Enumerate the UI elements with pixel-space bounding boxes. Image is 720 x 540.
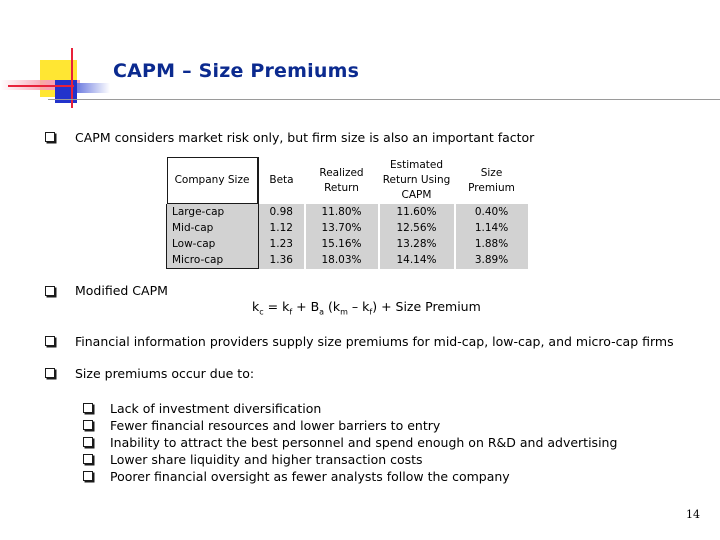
bullet-text-2: Modified CAPM: [75, 283, 168, 298]
cell-size-premium: 1.88%: [454, 236, 530, 252]
decor-red-vertical-line: [71, 48, 73, 108]
sub-bullet-icon: [83, 437, 93, 447]
cell-realized-return: 13.70%: [304, 220, 380, 236]
sub-bullet-icon: [83, 420, 93, 430]
cell-size-premium: 1.14%: [454, 220, 530, 236]
decor-red-horizontal-line: [8, 85, 74, 87]
sub-bullet-icon: [83, 471, 93, 481]
page-number: 14: [686, 508, 700, 521]
modified-capm-formula: kc = kf + Ba (km – kf) + Size Premium: [252, 299, 481, 317]
bullet-icon: [45, 336, 55, 346]
slide-title: CAPM – Size Premiums: [113, 60, 360, 82]
decor-blue-gradient-bar: [77, 83, 110, 93]
cell-company-size: Mid-cap: [166, 220, 259, 236]
bullet-text-3: Financial information providers supply s…: [75, 334, 674, 349]
size-premium-table: Company Size Beta Realized Return Estima…: [166, 157, 530, 269]
bullet-icon: [45, 132, 55, 142]
cell-beta: 0.98: [258, 204, 306, 220]
sub-bullet-text-3: Inability to attract the best personnel …: [110, 435, 618, 450]
bullet-text-4: Size premiums occur due to:: [75, 366, 255, 381]
cell-realized-return: 15.16%: [304, 236, 380, 252]
bullet-icon: [45, 368, 55, 378]
table-row: Mid-cap 1.12 13.70% 12.56% 1.14%: [166, 220, 530, 236]
header-beta: Beta: [258, 157, 305, 204]
cell-estimated-return: 11.60%: [378, 204, 456, 220]
cell-estimated-return: 14.14%: [378, 252, 456, 269]
cell-beta: 1.36: [258, 252, 306, 269]
cell-realized-return: 18.03%: [304, 252, 380, 269]
bullet-text-1: CAPM considers market risk only, but fir…: [75, 130, 535, 145]
cell-beta: 1.23: [258, 236, 306, 252]
table-row: Micro-cap 1.36 18.03% 14.14% 3.89%: [166, 252, 530, 269]
cell-company-size: Large-cap: [166, 204, 259, 220]
cell-estimated-return: 13.28%: [378, 236, 456, 252]
cell-estimated-return: 12.56%: [378, 220, 456, 236]
cell-size-premium: 3.89%: [454, 252, 530, 269]
table-row: Low-cap 1.23 15.16% 13.28% 1.88%: [166, 236, 530, 252]
bullet-icon: [45, 286, 55, 296]
cell-beta: 1.12: [258, 220, 306, 236]
cell-size-premium: 0.40%: [454, 204, 530, 220]
cell-company-size: Micro-cap: [166, 252, 259, 269]
header-estimated-return: Estimated Return Using CAPM: [378, 157, 455, 204]
sub-bullet-text-4: Lower share liquidity and higher transac…: [110, 452, 423, 467]
sub-bullet-text-1: Lack of investment diversification: [110, 401, 322, 416]
cell-company-size: Low-cap: [166, 236, 259, 252]
header-realized-return: Realized Return: [304, 157, 379, 204]
title-divider: [48, 99, 720, 100]
table-header-row: Company Size Beta Realized Return Estima…: [166, 157, 529, 204]
sub-bullet-text-5: Poorer financial oversight as fewer anal…: [110, 469, 510, 484]
header-company-size: Company Size: [166, 157, 259, 204]
sub-bullet-text-2: Fewer financial resources and lower barr…: [110, 418, 441, 433]
table-row: Large-cap 0.98 11.80% 11.60% 0.40%: [166, 204, 530, 220]
header-size-premium: Size Premium: [454, 157, 529, 204]
sub-bullet-icon: [83, 403, 93, 413]
cell-realized-return: 11.80%: [304, 204, 380, 220]
sub-bullet-icon: [83, 454, 93, 464]
